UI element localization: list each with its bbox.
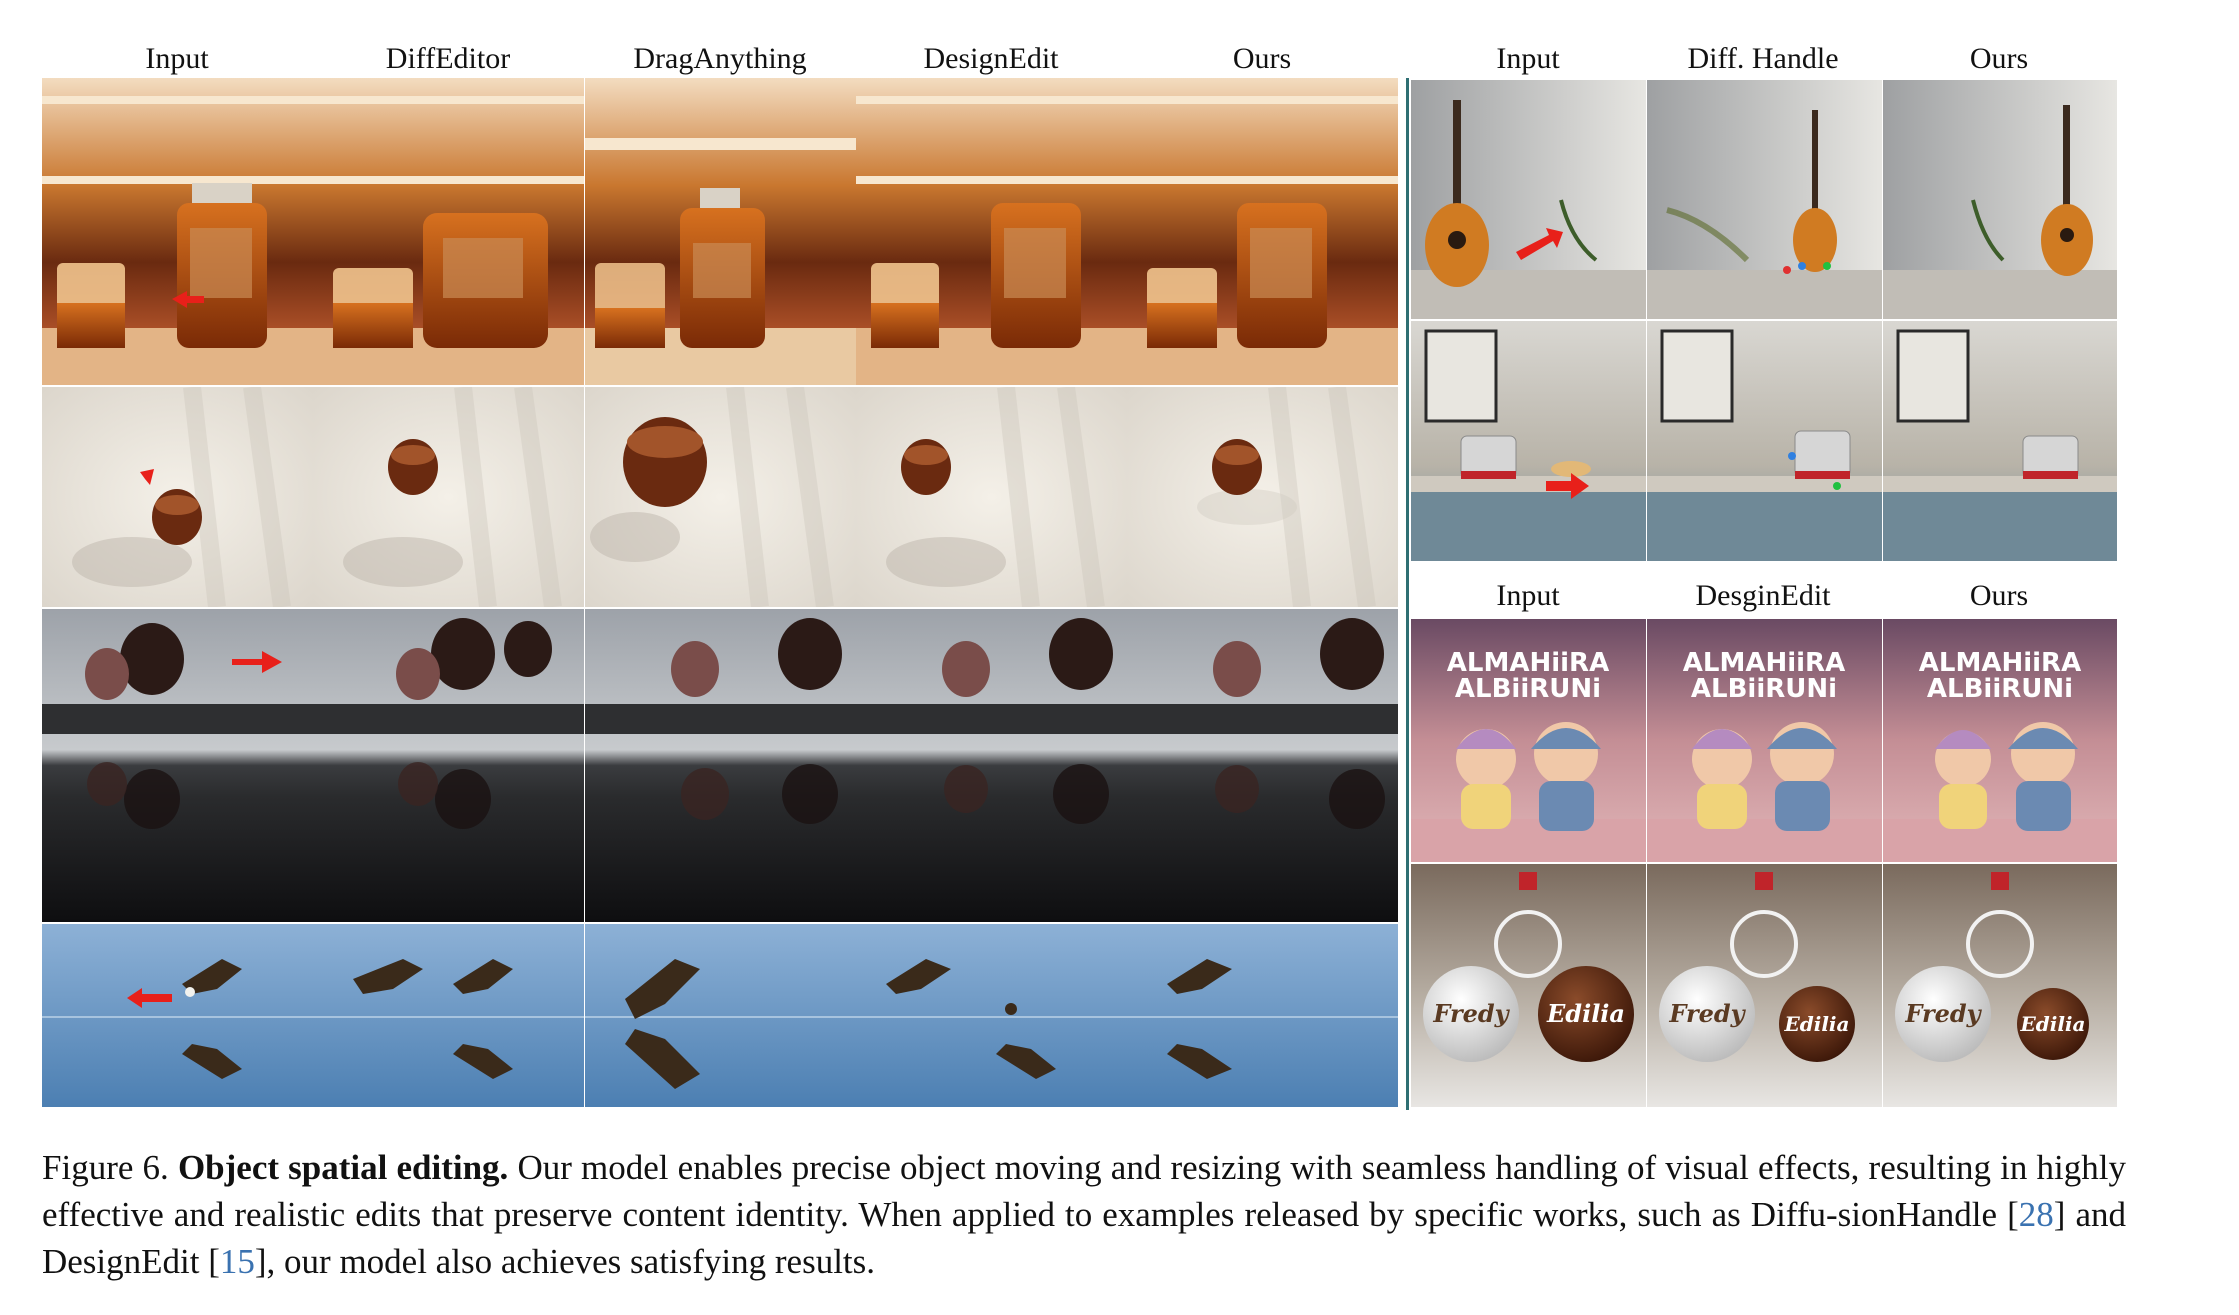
ornament-right-label: Edilia: [1546, 999, 1625, 1028]
col-label-diff-handle: Diff. Handle: [1687, 42, 1839, 75]
img-poster-desginedit: ALMAHiiRA ALBiiRUNi: [1647, 619, 1882, 862]
caption-text-3: ], our model also achieves satisfying re…: [254, 1242, 876, 1281]
img-coffee-diffeditor: [313, 387, 584, 607]
ornament-right-label: Edilia: [2020, 1012, 2086, 1036]
img-balloons-input: [42, 609, 313, 922]
col-label-ours-right-top: Ours: [1969, 42, 2029, 75]
img-eagle-draganything: [585, 924, 856, 1107]
col-label-draganything: DragAnything: [633, 42, 807, 75]
img-guitar-ours: [1883, 80, 2117, 319]
img-eagle-input: [42, 924, 313, 1107]
ornament-right-label: Edilia: [1784, 1012, 1850, 1036]
caption-text-1: Our model enables precise object moving …: [42, 1148, 2126, 1234]
poster-title-line2: ALBiiRUNi: [1927, 674, 2073, 704]
img-coffee-ours: [1127, 387, 1398, 607]
col-label-input-right-top: Input: [1496, 42, 1560, 75]
poster-title-line1: ALMAHiiRA: [1919, 648, 2081, 678]
img-eagle-diffeditor: [313, 924, 584, 1107]
img-toaster-ours: [1883, 321, 2117, 561]
caption-text-2: ] and DesignEdit [: [42, 1195, 2126, 1281]
img-balloons-diffeditor: [313, 609, 584, 922]
ornament-left-label: Fredy: [1904, 999, 1982, 1028]
col-label-input-right-bottom: Input: [1496, 579, 1560, 612]
img-eagle-ours: [1127, 924, 1398, 1107]
img-ornaments-input: Fredy Edilia: [1411, 864, 1646, 1107]
img-balloons-ours: [1127, 609, 1398, 922]
img-coffee-input: [42, 387, 313, 607]
img-whisky-diffeditor: [313, 78, 584, 385]
img-whisky-designedit: [856, 78, 1127, 385]
img-whisky-ours: [1127, 78, 1398, 385]
ornament-left-label: Fredy: [1432, 999, 1510, 1028]
citation-link-15[interactable]: 15: [219, 1242, 255, 1281]
poster-title-line2: ALBiiRUNi: [1455, 674, 1601, 704]
poster-title-line1: ALMAHiiRA: [1683, 648, 1845, 678]
img-ornaments-desginedit: Fredy Edilia: [1647, 864, 1882, 1107]
citation-link-28[interactable]: 28: [2018, 1195, 2054, 1234]
caption-title: Object spatial editing.: [177, 1148, 509, 1187]
col-label-designedit: DesignEdit: [923, 42, 1059, 75]
panel-divider: [1406, 78, 1409, 1110]
img-coffee-designedit: [856, 387, 1127, 607]
img-poster-input: ALMAHiiRA ALBiiRUNi: [1411, 619, 1646, 862]
img-whisky-draganything: [585, 78, 856, 385]
col-label-diffeditor: DiffEditor: [385, 42, 511, 75]
col-label-desginedit: DesginEdit: [1695, 579, 1831, 612]
img-eagle-designedit: [856, 924, 1127, 1107]
img-ornaments-ours: Fredy Edilia: [1883, 864, 2117, 1107]
img-balloons-designedit: [856, 609, 1127, 922]
img-coffee-draganything: [585, 387, 856, 607]
img-balloons-draganything: [585, 609, 856, 922]
col-label-ours: Ours: [1232, 42, 1292, 75]
img-poster-ours: ALMAHiiRA ALBiiRUNi: [1883, 619, 2117, 862]
caption-figure-label: Figure 6.: [42, 1148, 169, 1187]
img-toaster-diff-handle: [1647, 321, 1882, 561]
img-whisky-input: [42, 78, 313, 385]
img-toaster-input: [1411, 321, 1646, 561]
poster-title-line1: ALMAHiiRA: [1447, 648, 1609, 678]
col-label-ours-right-bottom: Ours: [1969, 579, 2029, 612]
poster-title-line2: ALBiiRUNi: [1691, 674, 1837, 704]
figure-caption: Figure 6. Object spatial editing. Our mo…: [42, 1144, 2126, 1285]
img-guitar-input: [1411, 80, 1646, 319]
ornament-left-label: Fredy: [1668, 999, 1746, 1028]
col-label-input: Input: [145, 42, 209, 75]
img-guitar-diff-handle: [1647, 80, 1882, 319]
